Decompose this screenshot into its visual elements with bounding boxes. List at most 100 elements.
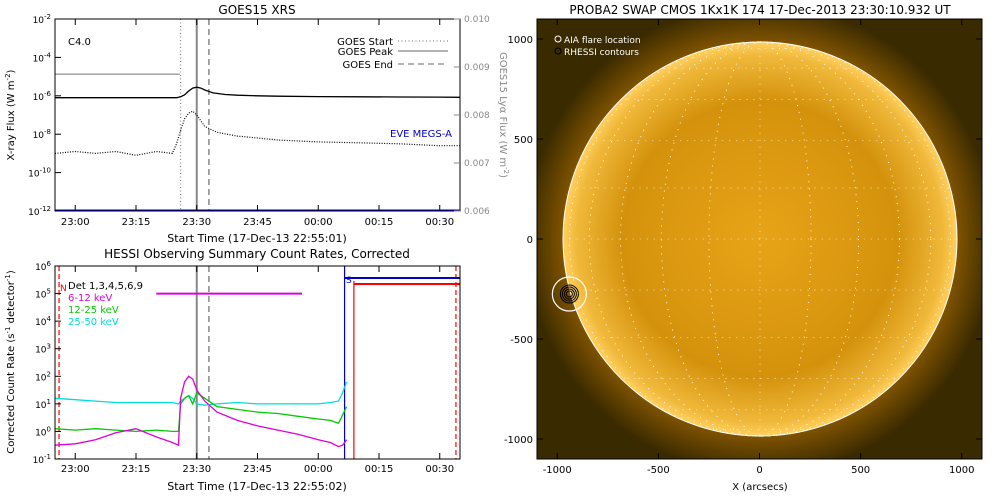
aia-flare-circle bbox=[551, 276, 587, 312]
goes-x-tick-label: 23:45 bbox=[243, 217, 272, 228]
legend-goes-peak-label: GOES Peak bbox=[338, 47, 393, 58]
rhessi-contour bbox=[559, 284, 579, 304]
hessi-25-50-series bbox=[55, 381, 348, 406]
swap-y-tick-label: 1000 bbox=[508, 35, 533, 46]
sun-disk bbox=[563, 42, 957, 436]
hessi-y-tick-label: 102 bbox=[35, 370, 51, 383]
goes-x-tick-label: 00:00 bbox=[304, 217, 333, 228]
hessi-y-tick-label: 105 bbox=[35, 288, 51, 301]
hessi-y-tick-label: 104 bbox=[35, 315, 51, 328]
eve-megs-annotation: EVE MEGS-A bbox=[390, 129, 452, 140]
goes-y-tick-label: 10-6 bbox=[33, 90, 52, 103]
swap-x-axis: -1000 -500 0 500 1000 bbox=[543, 19, 974, 476]
swap-x-tick-label: -1000 bbox=[543, 465, 572, 476]
legend-6-12-label: 6-12 keV bbox=[68, 293, 112, 304]
hessi-legend: Det 1,3,4,5,6,9 6-12 keV 12-25 keV 25-50… bbox=[68, 281, 143, 328]
hessi-y-tick-label: 106 bbox=[35, 260, 51, 273]
hessi-panel: HESSI Observing Summary Count Rates, Cor… bbox=[4, 247, 461, 493]
swap-title: PROBA2 SWAP CMOS 1Kx1K 174 17-Dec-2013 2… bbox=[569, 3, 951, 17]
goes-y2-tick-label: 0.006 bbox=[464, 207, 490, 217]
legend-det-label: Det 1,3,4,5,6,9 bbox=[68, 281, 143, 292]
hessi-x-tick-label: 23:15 bbox=[122, 464, 151, 475]
goes-short-series bbox=[55, 110, 460, 156]
rhessi-legend-label: RHESSI contours bbox=[564, 48, 639, 58]
flare-location-marker bbox=[551, 276, 587, 312]
hessi-x-tick-label: 23:30 bbox=[182, 464, 211, 475]
legend-goes-end-label: GOES End bbox=[343, 60, 393, 71]
goes-y2-axis: 0.006 0.007 0.008 0.009 0.010 bbox=[454, 15, 490, 217]
goes-flare-class: C4.0 bbox=[68, 37, 91, 48]
goes-y-tick-label: 10-12 bbox=[28, 205, 51, 218]
goes-long-series bbox=[55, 86, 460, 99]
legend-goes-start-label: GOES Start bbox=[337, 37, 393, 48]
hessi-title: HESSI Observing Summary Count Rates, Cor… bbox=[104, 247, 410, 261]
goes-x-tick-label: 23:00 bbox=[61, 217, 90, 228]
hessi-n-flag: N bbox=[60, 284, 67, 294]
goes-xrs-panel: GOES15 XRS 23:00 23:15 23:30 23:45 00:00 00:1… bbox=[4, 3, 510, 245]
goes-x-tick-label: 23:15 bbox=[122, 217, 151, 228]
rhessi-contour bbox=[565, 290, 573, 298]
hessi-y-tick-label: 101 bbox=[35, 398, 51, 411]
longitude-line bbox=[588, 41, 932, 437]
longitude-line bbox=[569, 41, 951, 437]
swap-x-tick-label: 1000 bbox=[949, 465, 974, 476]
hessi-plot-area bbox=[55, 266, 460, 459]
aia-flare-legend-label: AIA flare location bbox=[564, 36, 641, 46]
hessi-x-tick-label: 00:00 bbox=[304, 464, 333, 475]
swap-y-tick-label: -500 bbox=[510, 335, 533, 346]
rhessi-legend-icon bbox=[554, 47, 562, 55]
rhessi-contour bbox=[563, 288, 575, 300]
swap-x-label: X (arcsecs) bbox=[732, 482, 788, 493]
rhessi-contour bbox=[561, 286, 577, 302]
hessi-x-tick-label: 23:00 bbox=[61, 464, 90, 475]
goes-y2-label: GOES15 Lyα Flux (W m-2) bbox=[497, 52, 510, 178]
goes-y-tick-label: 10-10 bbox=[28, 167, 51, 180]
goes-plot-area bbox=[55, 19, 460, 211]
hessi-6-12-series bbox=[55, 375, 348, 448]
swap-x-tick-label: 0 bbox=[756, 465, 762, 476]
hessi-x-label: Start Time (17-Dec-13 22:55:02) bbox=[167, 480, 347, 493]
hessi-y-tick-label: 10-1 bbox=[33, 453, 51, 466]
goes-x-tick-label: 23:30 bbox=[182, 217, 211, 228]
goes-y2-tick-label: 0.008 bbox=[464, 111, 490, 121]
hessi-x-tick-label: 00:15 bbox=[365, 464, 394, 475]
swap-y-tick-label: -1000 bbox=[504, 435, 533, 446]
hessi-x-tick-label: 23:45 bbox=[243, 464, 272, 475]
hessi-y-tick-label: 103 bbox=[35, 343, 51, 356]
swap-y-axis: -1000 -500 0 500 1000 bbox=[504, 35, 982, 446]
goes-x-tick-label: 00:30 bbox=[425, 217, 454, 228]
goes-y-tick-label: 10-2 bbox=[33, 13, 51, 26]
goes-y-axis: 10-12 10-10 10-8 10-6 10-4 10-2 bbox=[28, 13, 61, 218]
goes-y-label: X-ray Flux (W m-2) bbox=[4, 69, 17, 160]
goes-y2-tick-label: 0.007 bbox=[464, 159, 490, 169]
goes-x-axis: 23:00 23:15 23:30 23:45 00:00 00:15 00:30 bbox=[61, 19, 454, 228]
legend-25-50-label: 25-50 keV bbox=[68, 317, 119, 328]
swap-x-tick-label: -500 bbox=[647, 465, 670, 476]
goes-y2-tick-label: 0.010 bbox=[464, 15, 490, 25]
aia-flare-legend-icon bbox=[554, 35, 562, 43]
goes-y2-tick-label: 0.009 bbox=[464, 63, 490, 73]
sun-image bbox=[537, 19, 982, 459]
goes-x-label: Start Time (17-Dec-13 22:55:01) bbox=[167, 232, 347, 245]
goes-y-tick-label: 10-4 bbox=[33, 51, 52, 64]
goes-title: GOES15 XRS bbox=[218, 3, 295, 17]
sun-limb bbox=[562, 41, 958, 437]
legend-12-25-label: 12-25 keV bbox=[68, 305, 119, 316]
hessi-s-flag: S bbox=[346, 276, 352, 286]
goes-x-tick-label: 00:15 bbox=[365, 217, 394, 228]
hessi-y-label: Corrected Count Rate (s-1 detector-1) bbox=[4, 270, 17, 454]
swap-legend: AIA flare location RHESSI contours bbox=[554, 35, 641, 58]
goes-y-tick-label: 10-8 bbox=[33, 128, 51, 141]
goes-legend: GOES Start GOES Peak GOES End bbox=[337, 37, 448, 71]
hessi-y-tick-label: 100 bbox=[35, 425, 51, 438]
swap-x-tick-label: 500 bbox=[851, 465, 870, 476]
hessi-x-tick-label: 00:30 bbox=[425, 464, 454, 475]
goes-plot-frame bbox=[54, 18, 461, 212]
swap-image-panel: PROBA2 SWAP CMOS 1Kx1K 174 17-Dec-2013 2… bbox=[504, 3, 983, 493]
hessi-y-axis: 10-1 100 101 102 103 104 105 106 bbox=[33, 260, 61, 466]
hessi-x-axis: 23:00 23:15 23:30 23:45 00:00 00:15 00:30 bbox=[61, 266, 454, 475]
hessi-12-25-series bbox=[55, 391, 348, 433]
swap-y-tick-label: 500 bbox=[514, 135, 533, 146]
swap-y-tick-label: 0 bbox=[527, 235, 533, 246]
